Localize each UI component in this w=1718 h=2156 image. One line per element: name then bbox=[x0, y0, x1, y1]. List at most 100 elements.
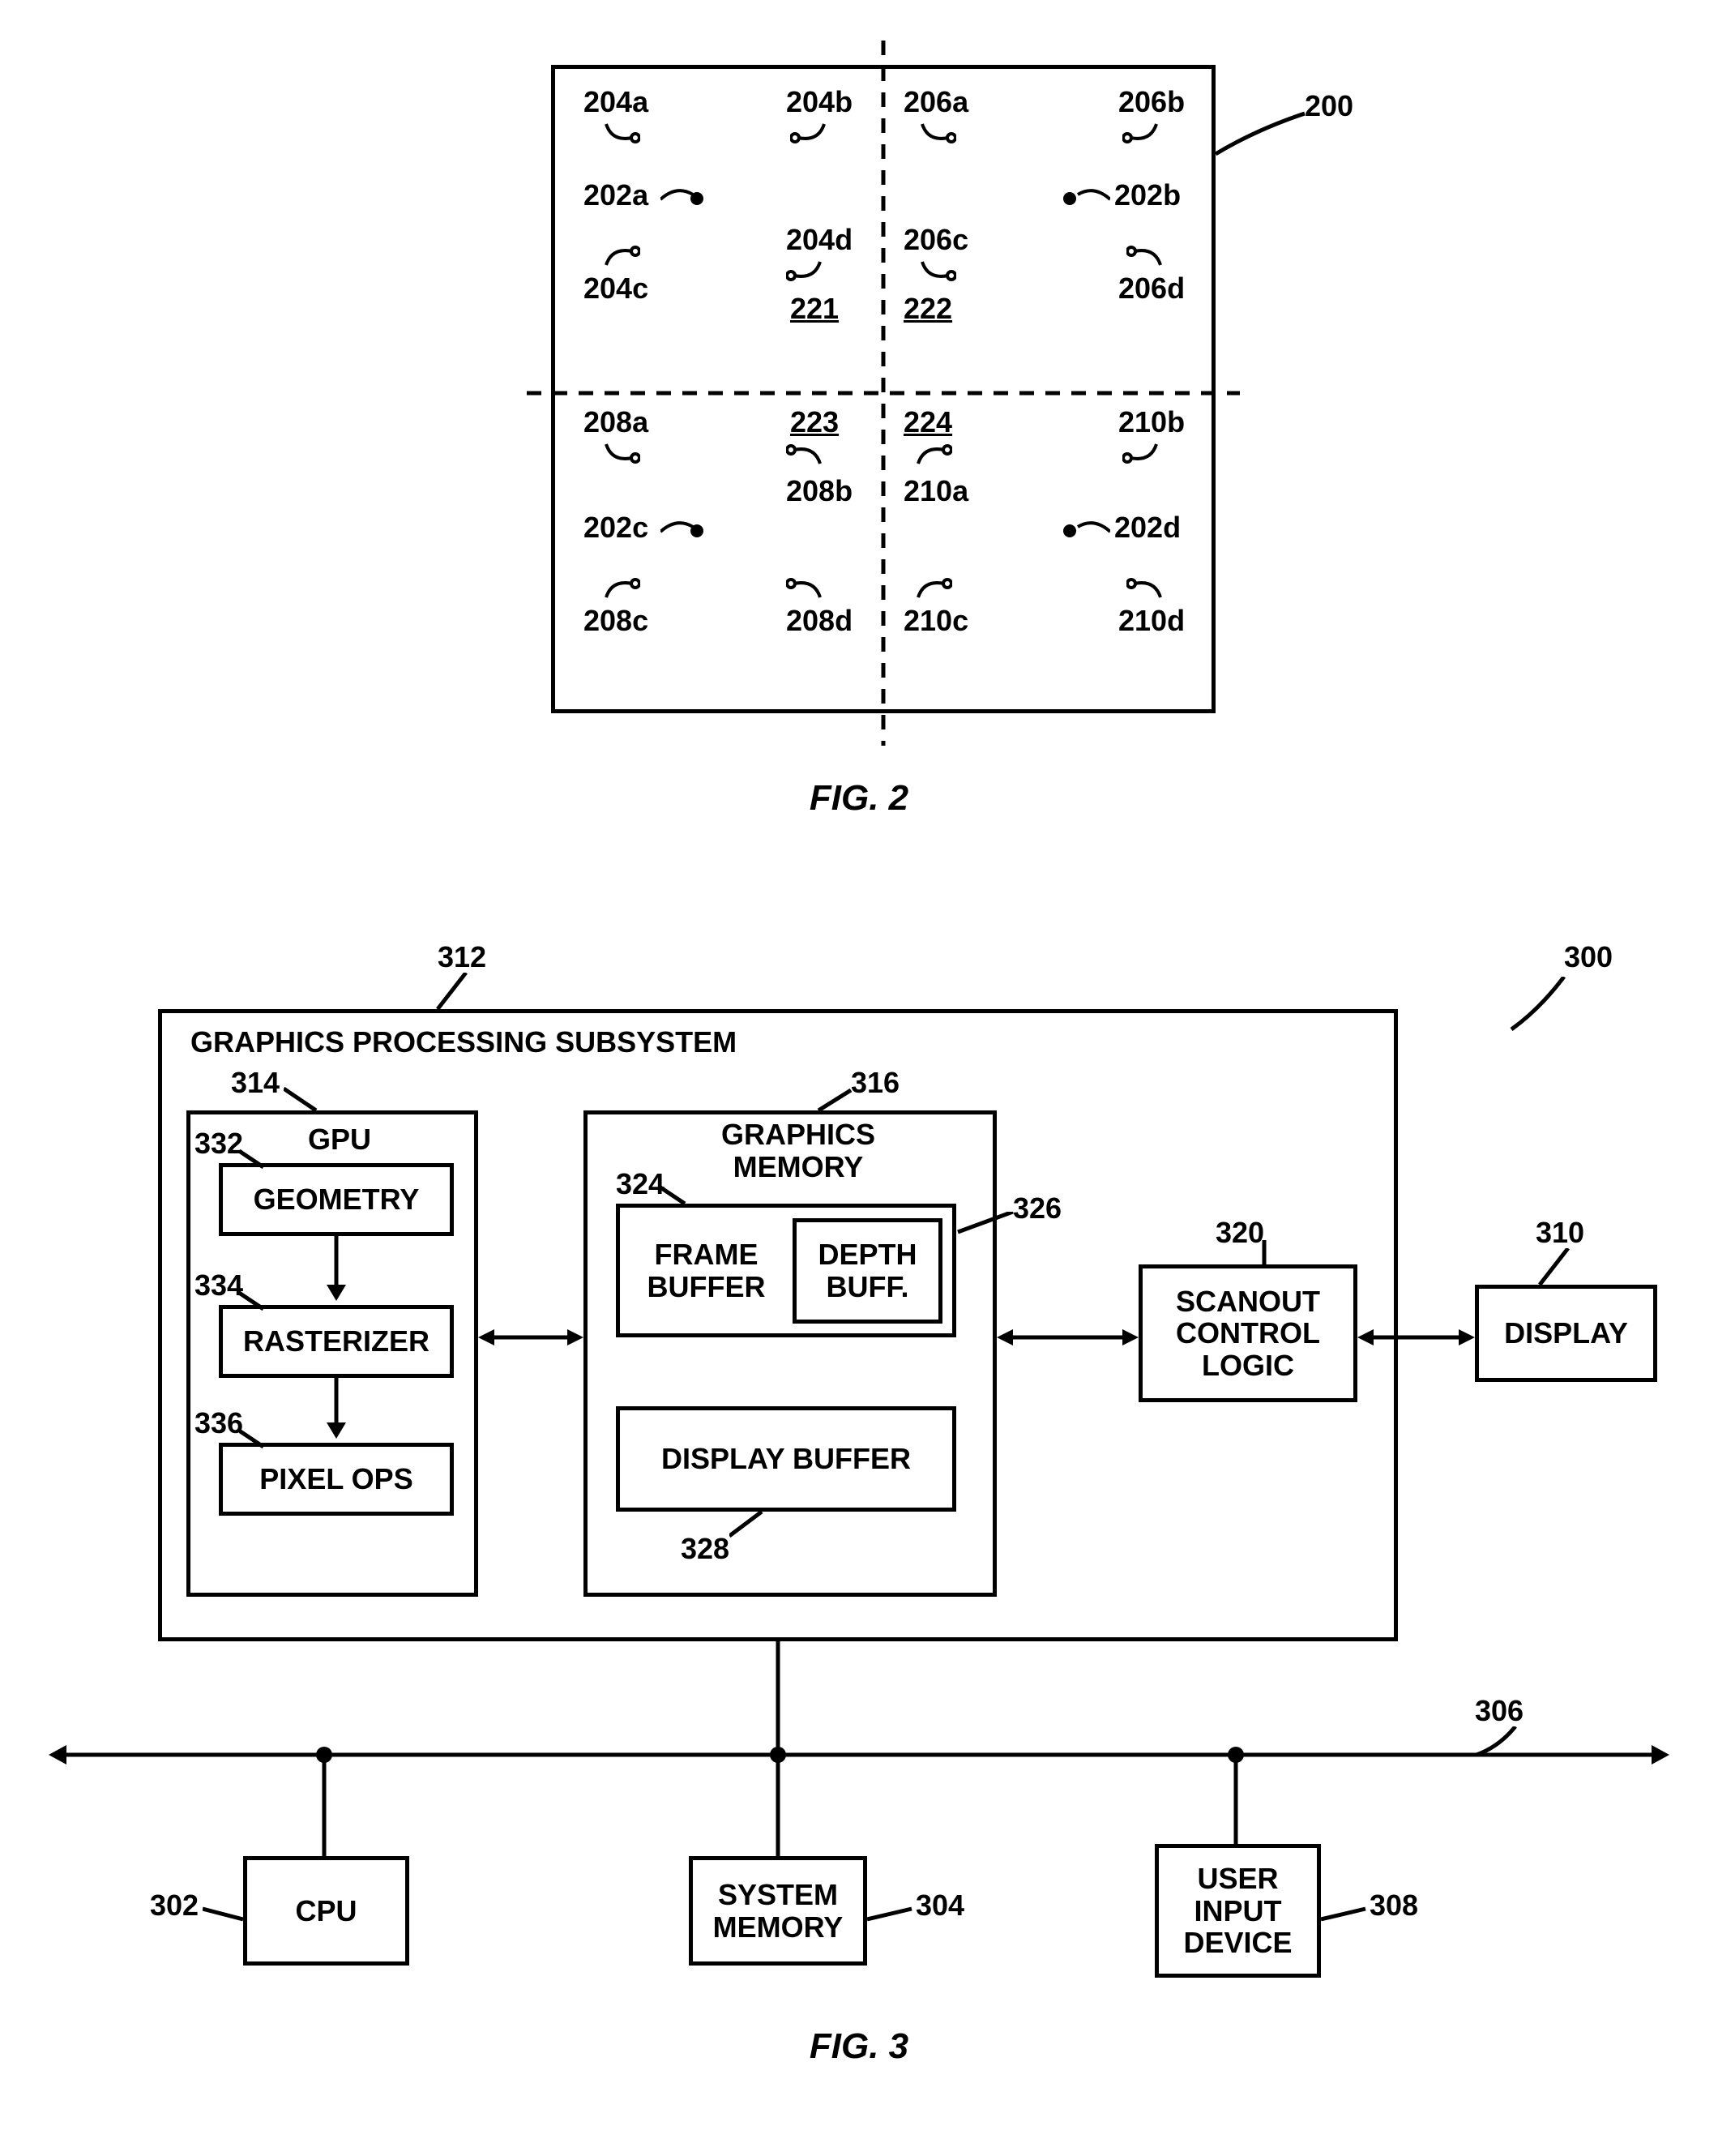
hook-210a bbox=[912, 442, 952, 466]
hook-208c bbox=[600, 575, 640, 600]
lbl-208a: 208a bbox=[583, 405, 648, 439]
arrow-scan-disp bbox=[1357, 1325, 1475, 1350]
fig2-caption: FIG. 2 bbox=[32, 778, 1686, 819]
uid-box: USER INPUT DEVICE bbox=[1155, 1844, 1321, 1978]
leader-324 bbox=[660, 1183, 693, 1208]
ref-304: 304 bbox=[916, 1889, 964, 1923]
hook-210b bbox=[1122, 442, 1163, 466]
hook-206b bbox=[1122, 122, 1163, 146]
ref-324: 324 bbox=[616, 1167, 665, 1201]
geometry-box: GEOMETRY bbox=[219, 1163, 454, 1236]
lbl-223: 223 bbox=[790, 405, 839, 439]
gmem-title-text: GRAPHICS MEMORY bbox=[721, 1118, 875, 1183]
ref-328: 328 bbox=[681, 1532, 729, 1566]
frame-buffer-box: FRAME BUFFER DEPTH BUFF. bbox=[616, 1204, 956, 1337]
gmem-title-1: GRAPHICS MEMORY bbox=[705, 1119, 891, 1183]
geometry-label: GEOMETRY bbox=[254, 1183, 420, 1216]
leader-320 bbox=[1256, 1240, 1272, 1268]
arrow-gmem-scan bbox=[997, 1325, 1139, 1350]
leader-336 bbox=[239, 1427, 271, 1451]
ref-336: 336 bbox=[194, 1406, 243, 1440]
hook-204b bbox=[790, 122, 831, 146]
sysmem-label: SYSTEM MEMORY bbox=[693, 1879, 863, 1943]
hook-206a bbox=[916, 122, 956, 146]
lbl-210d: 210d bbox=[1118, 604, 1185, 638]
arrow-gpu-gmem bbox=[478, 1325, 583, 1350]
lbl-224: 224 bbox=[904, 405, 952, 439]
ref-316: 316 bbox=[851, 1066, 900, 1100]
hook-210d bbox=[1126, 575, 1167, 600]
lbl-222: 222 bbox=[904, 292, 952, 326]
hook-202c bbox=[660, 517, 697, 537]
lbl-208c: 208c bbox=[583, 604, 648, 638]
lbl-206a: 206a bbox=[904, 85, 968, 119]
frame-buffer-label: FRAME BUFFER bbox=[620, 1238, 793, 1303]
ref-308: 308 bbox=[1370, 1889, 1418, 1923]
leader-304 bbox=[867, 1905, 916, 1925]
lbl-206b: 206b bbox=[1118, 85, 1185, 119]
leader-302 bbox=[203, 1905, 247, 1925]
lbl-202d: 202d bbox=[1114, 511, 1181, 545]
sysmem-box: SYSTEM MEMORY bbox=[689, 1856, 867, 1966]
pixel-ops-box: PIXEL OPS bbox=[219, 1443, 454, 1516]
leader-312 bbox=[434, 973, 490, 1013]
lbl-208d: 208d bbox=[786, 604, 853, 638]
lbl-202b: 202b bbox=[1114, 178, 1181, 212]
ref-310: 310 bbox=[1536, 1216, 1584, 1250]
hook-206d bbox=[1126, 243, 1167, 267]
ref-300: 300 bbox=[1564, 940, 1613, 974]
pixel-ops-label: PIXEL OPS bbox=[259, 1463, 412, 1495]
lbl-210c: 210c bbox=[904, 604, 968, 638]
leader-316 bbox=[814, 1086, 855, 1114]
lbl-206c: 206c bbox=[904, 223, 968, 257]
leader-334 bbox=[239, 1289, 271, 1313]
hook-208d bbox=[786, 575, 827, 600]
leader-310 bbox=[1536, 1248, 1576, 1289]
hook-208b bbox=[786, 442, 827, 466]
fig3-container: GRAPHICS PROCESSING SUBSYSTEM 312 300 GP… bbox=[32, 892, 1686, 2124]
lbl-204c: 204c bbox=[583, 272, 648, 306]
drop-uid bbox=[1228, 1755, 1244, 1856]
ref-332: 332 bbox=[194, 1127, 243, 1161]
hook-210c bbox=[912, 575, 952, 600]
lbl-202c: 202c bbox=[583, 511, 648, 545]
system-bus bbox=[49, 1641, 1669, 1787]
leader-308 bbox=[1321, 1905, 1370, 1925]
scanout-label: SCANOUT CONTROL LOGIC bbox=[1143, 1285, 1353, 1382]
ref-200: 200 bbox=[1305, 89, 1353, 123]
hook-208a bbox=[600, 442, 640, 466]
fig2-container: 200 204a 204b 202a 204c 204d 221 206a 20… bbox=[32, 32, 1686, 883]
drop-sysmem bbox=[770, 1755, 786, 1856]
ref-314: 314 bbox=[231, 1066, 280, 1100]
ref-334: 334 bbox=[194, 1268, 243, 1303]
rasterizer-box: RASTERIZER bbox=[219, 1305, 454, 1378]
leader-314 bbox=[284, 1082, 324, 1114]
hook-202a bbox=[660, 185, 697, 205]
lbl-202a: 202a bbox=[583, 178, 648, 212]
leader-328 bbox=[729, 1512, 770, 1540]
lbl-204d: 204d bbox=[786, 223, 853, 257]
fig2-hdash bbox=[527, 389, 1240, 397]
leader-300 bbox=[1507, 977, 1572, 1033]
lbl-210b: 210b bbox=[1118, 405, 1185, 439]
lbl-204a: 204a bbox=[583, 85, 648, 119]
ref-302: 302 bbox=[150, 1889, 199, 1923]
lbl-208b: 208b bbox=[786, 474, 853, 508]
hook-206c bbox=[916, 259, 956, 284]
lbl-221: 221 bbox=[790, 292, 839, 326]
drop-cpu bbox=[316, 1755, 332, 1856]
lbl-210a: 210a bbox=[904, 474, 968, 508]
leader-332 bbox=[239, 1147, 271, 1171]
cpu-box: CPU bbox=[243, 1856, 409, 1966]
ref-312: 312 bbox=[438, 940, 486, 974]
hook-202d bbox=[1074, 517, 1110, 537]
display-label: DISPLAY bbox=[1504, 1317, 1628, 1350]
rasterizer-label: RASTERIZER bbox=[243, 1325, 430, 1358]
display-buffer-label: DISPLAY BUFFER bbox=[661, 1443, 911, 1475]
lbl-204b: 204b bbox=[786, 85, 853, 119]
lbl-206d: 206d bbox=[1118, 272, 1185, 306]
depth-buff-label: DEPTH BUFF. bbox=[797, 1238, 938, 1303]
arrow-rast-pix bbox=[320, 1378, 353, 1443]
gpu-label: GPU bbox=[308, 1123, 371, 1157]
leader-326 bbox=[956, 1212, 1017, 1236]
